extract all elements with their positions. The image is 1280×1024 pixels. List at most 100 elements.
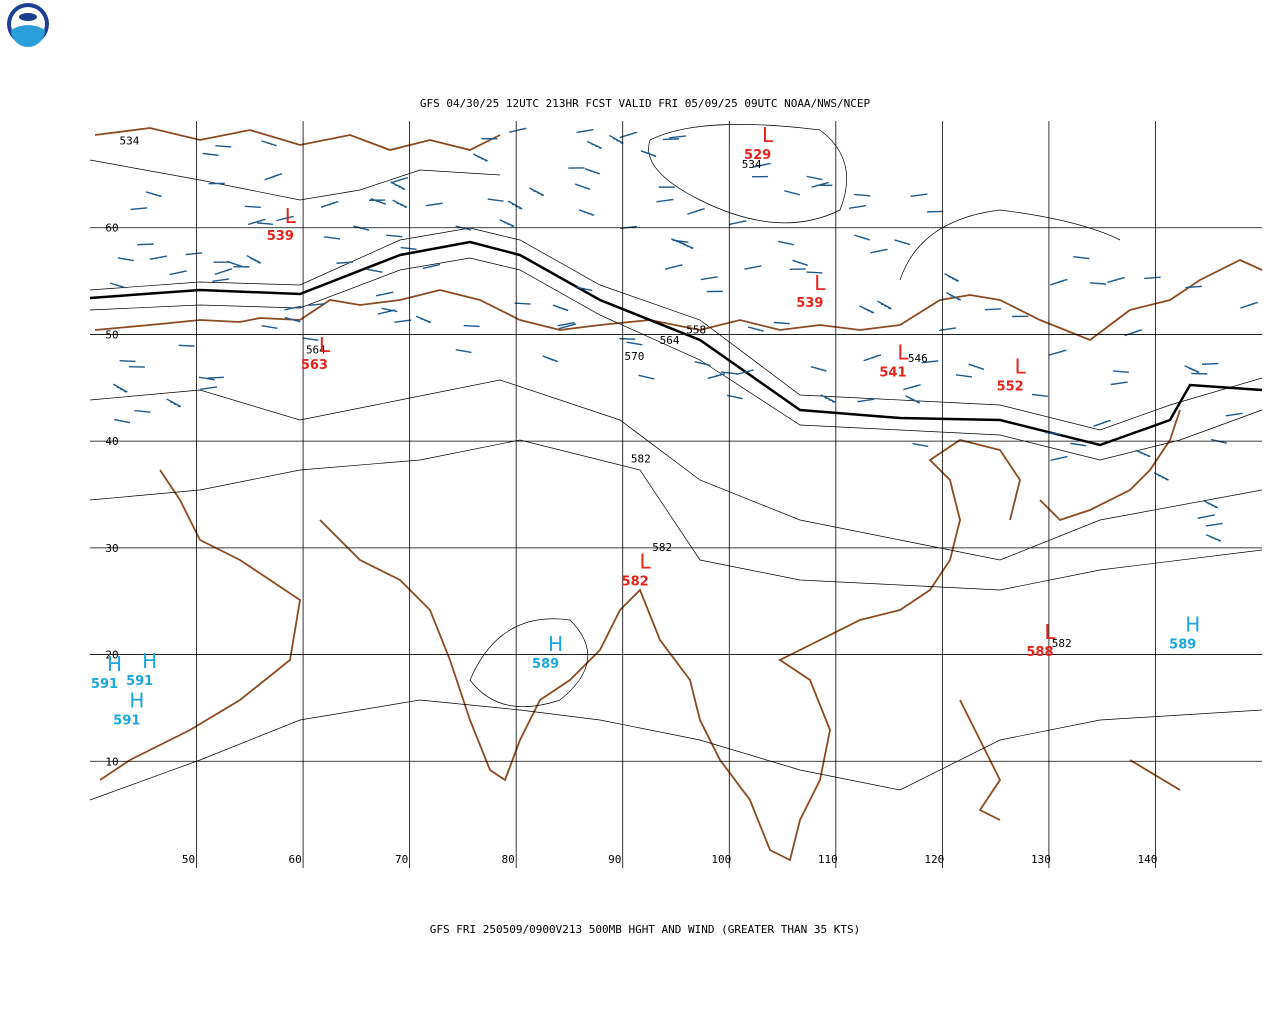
wind-barb: [1184, 365, 1200, 373]
wind-barb: [1191, 372, 1208, 375]
wind-barb: [226, 260, 243, 268]
wind-barb: [707, 373, 726, 380]
wind-barb: [214, 268, 233, 276]
wind-barb: [1070, 442, 1087, 447]
wind-barb: [514, 302, 531, 305]
wind-barb: [130, 207, 148, 211]
wind-barb: [386, 234, 403, 238]
contour-line: [469, 618, 589, 707]
wind-barb: [1107, 276, 1125, 284]
wind-barb: [247, 218, 266, 226]
wind-barb: [261, 325, 278, 330]
wind-barb: [744, 265, 762, 270]
wind-barb: [198, 376, 215, 381]
contour-label: 582: [652, 541, 672, 554]
wind-barb: [246, 254, 262, 264]
wind-barb: [857, 398, 875, 403]
center-value: 589: [1169, 638, 1196, 653]
wind-barb: [507, 200, 523, 210]
wind-barb: [778, 240, 795, 246]
center-value: 563: [301, 358, 328, 373]
wind-barb: [903, 384, 921, 391]
contour-label: 558: [686, 323, 706, 336]
wind-barb: [638, 374, 655, 380]
contour-line: [89, 227, 1263, 431]
wind-barb: [944, 273, 960, 282]
center-letter: L: [1015, 354, 1027, 378]
wind-barb: [264, 173, 283, 181]
wind-barb: [1073, 256, 1090, 260]
center-value: 591: [113, 713, 140, 728]
wind-barb: [366, 268, 383, 273]
wind-barb: [1135, 449, 1151, 458]
wind-barb: [753, 162, 771, 168]
wind-barb: [729, 220, 747, 226]
thick-contour: [89, 240, 1263, 447]
wind-barb: [921, 360, 939, 364]
wind-barb: [529, 187, 545, 197]
contour-label: 582: [631, 452, 651, 465]
wind-barb: [137, 243, 154, 246]
center-value: 529: [744, 148, 771, 163]
center-letter: L: [762, 123, 774, 147]
wind-barb: [586, 140, 603, 149]
noaa-logo: [7, 3, 49, 47]
wind-barb: [1112, 370, 1129, 373]
wind-barb: [700, 276, 718, 281]
wind-barb: [664, 264, 683, 270]
wind-barb: [848, 205, 866, 209]
lat-label: 50: [105, 328, 118, 341]
wind-barb: [145, 191, 162, 198]
wind-barb: [854, 234, 870, 241]
wind-barb: [463, 324, 480, 328]
wind-barb: [114, 418, 131, 424]
wind-barb: [202, 152, 219, 157]
lat-label: 20: [105, 649, 118, 662]
wind-barb: [1203, 499, 1219, 509]
wind-barb: [669, 135, 686, 139]
wind-barb: [619, 337, 636, 340]
wind-barb: [320, 201, 339, 208]
lon-label: 130: [1031, 853, 1051, 866]
wind-barb: [558, 323, 577, 330]
wind-barb: [877, 300, 892, 310]
wind-barb: [200, 386, 218, 390]
wind-barb: [584, 167, 601, 175]
wind-barb: [576, 129, 594, 134]
wind-barb: [574, 183, 591, 190]
center-letter: L: [319, 333, 331, 357]
center-value: 591: [91, 677, 118, 692]
wind-barb: [859, 305, 875, 314]
contour-label: 546: [908, 352, 928, 365]
wind-barb: [117, 257, 134, 262]
wind-barb: [212, 278, 230, 282]
wind-barb: [1110, 381, 1128, 386]
wind-barb: [640, 150, 657, 157]
wind-barb: [820, 394, 836, 403]
lat-label: 10: [105, 755, 118, 768]
wind-barb: [854, 193, 871, 197]
wind-barb: [425, 202, 443, 207]
wind-barb: [336, 261, 354, 264]
wind-barb: [910, 193, 928, 198]
wind-barb: [578, 209, 595, 216]
wind-barb: [1144, 276, 1161, 280]
wind-barb: [302, 337, 319, 342]
wind-barb: [375, 291, 394, 297]
contour-label: 534: [119, 134, 139, 147]
lon-label: 50: [182, 853, 195, 866]
wind-barb: [619, 131, 638, 139]
wind-barb: [894, 239, 911, 246]
wind-barb: [1089, 282, 1106, 285]
wind-barb: [1202, 362, 1219, 365]
wind-barb: [811, 181, 829, 188]
center-letter: H: [142, 649, 157, 673]
lon-label: 110: [818, 853, 838, 866]
wind-barb: [687, 208, 705, 215]
lon-label: 140: [1138, 853, 1158, 866]
contour-line: [89, 379, 1263, 561]
wind-barb: [207, 376, 224, 379]
wind-barb: [905, 395, 921, 404]
wind-barb: [400, 246, 417, 251]
